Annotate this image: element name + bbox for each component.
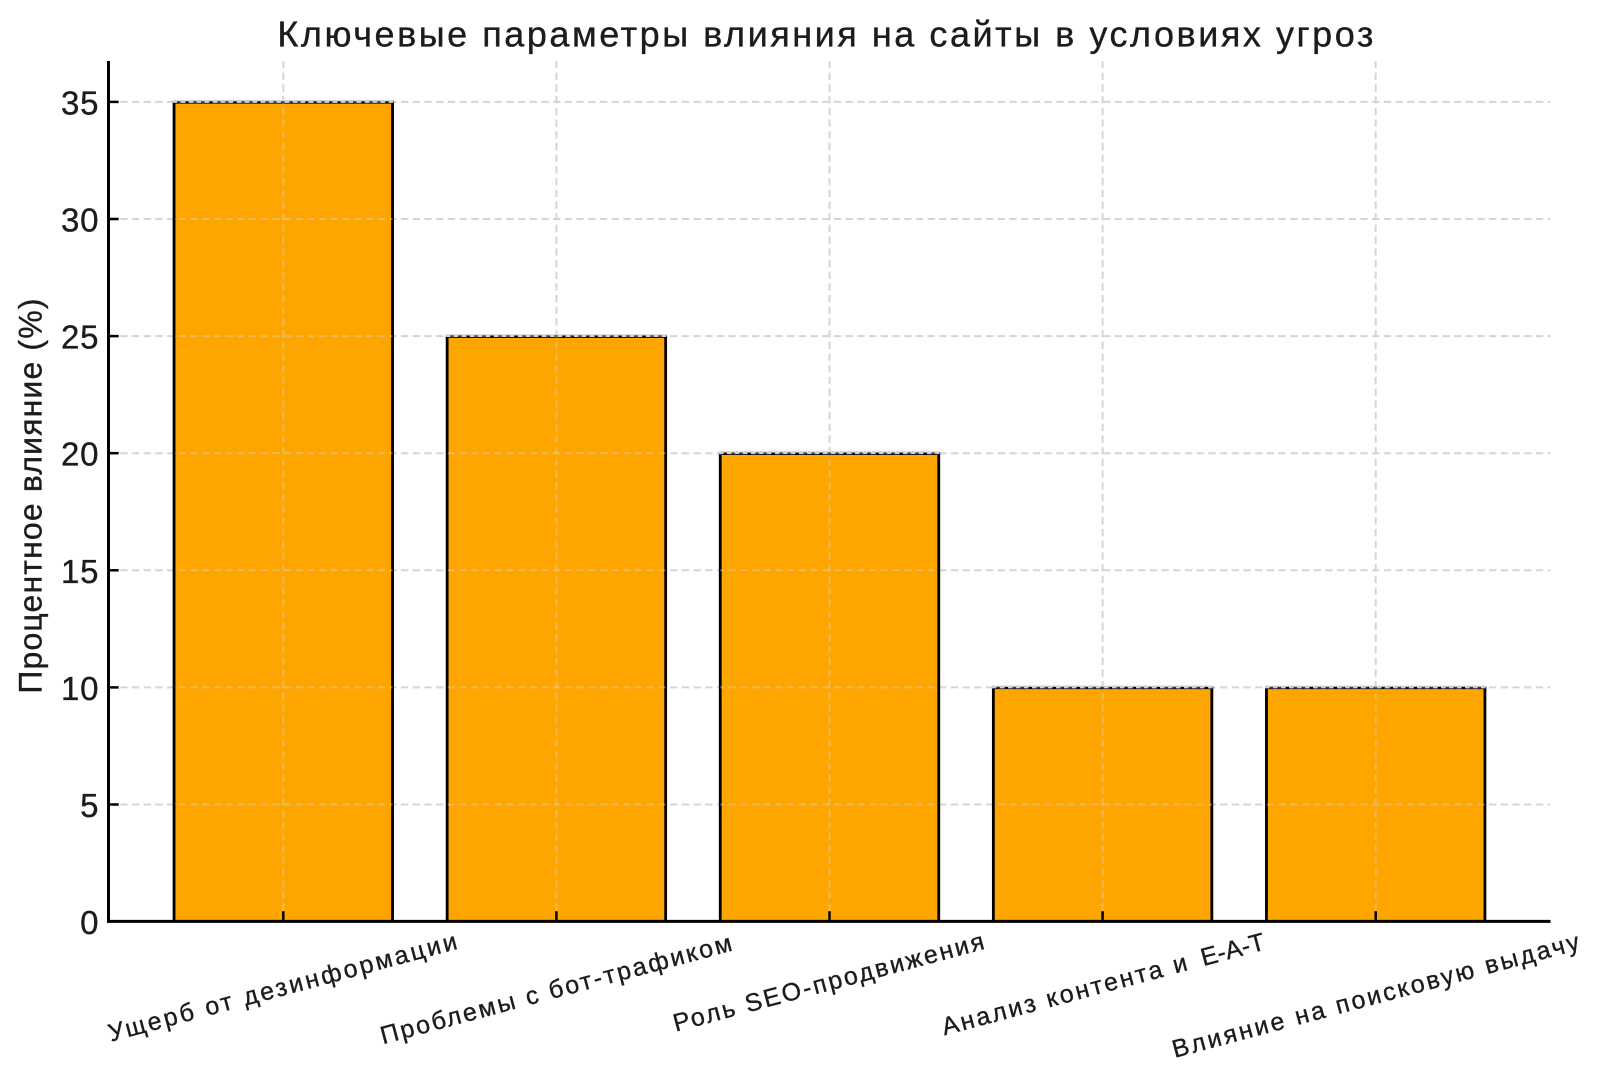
svg-text:20: 20 [61, 436, 99, 473]
svg-text:10: 10 [61, 670, 99, 707]
svg-text:0: 0 [80, 904, 98, 941]
svg-text:Процентное влияние (%): Процентное влияние (%) [13, 297, 49, 693]
svg-text:35: 35 [61, 84, 99, 121]
svg-text:25: 25 [61, 319, 99, 356]
svg-text:30: 30 [61, 202, 99, 239]
svg-text:15: 15 [61, 553, 99, 590]
svg-text:5: 5 [80, 787, 98, 824]
svg-text:Ключевые параметры влияния на: Ключевые параметры влияния на сайты в ус… [277, 13, 1373, 54]
